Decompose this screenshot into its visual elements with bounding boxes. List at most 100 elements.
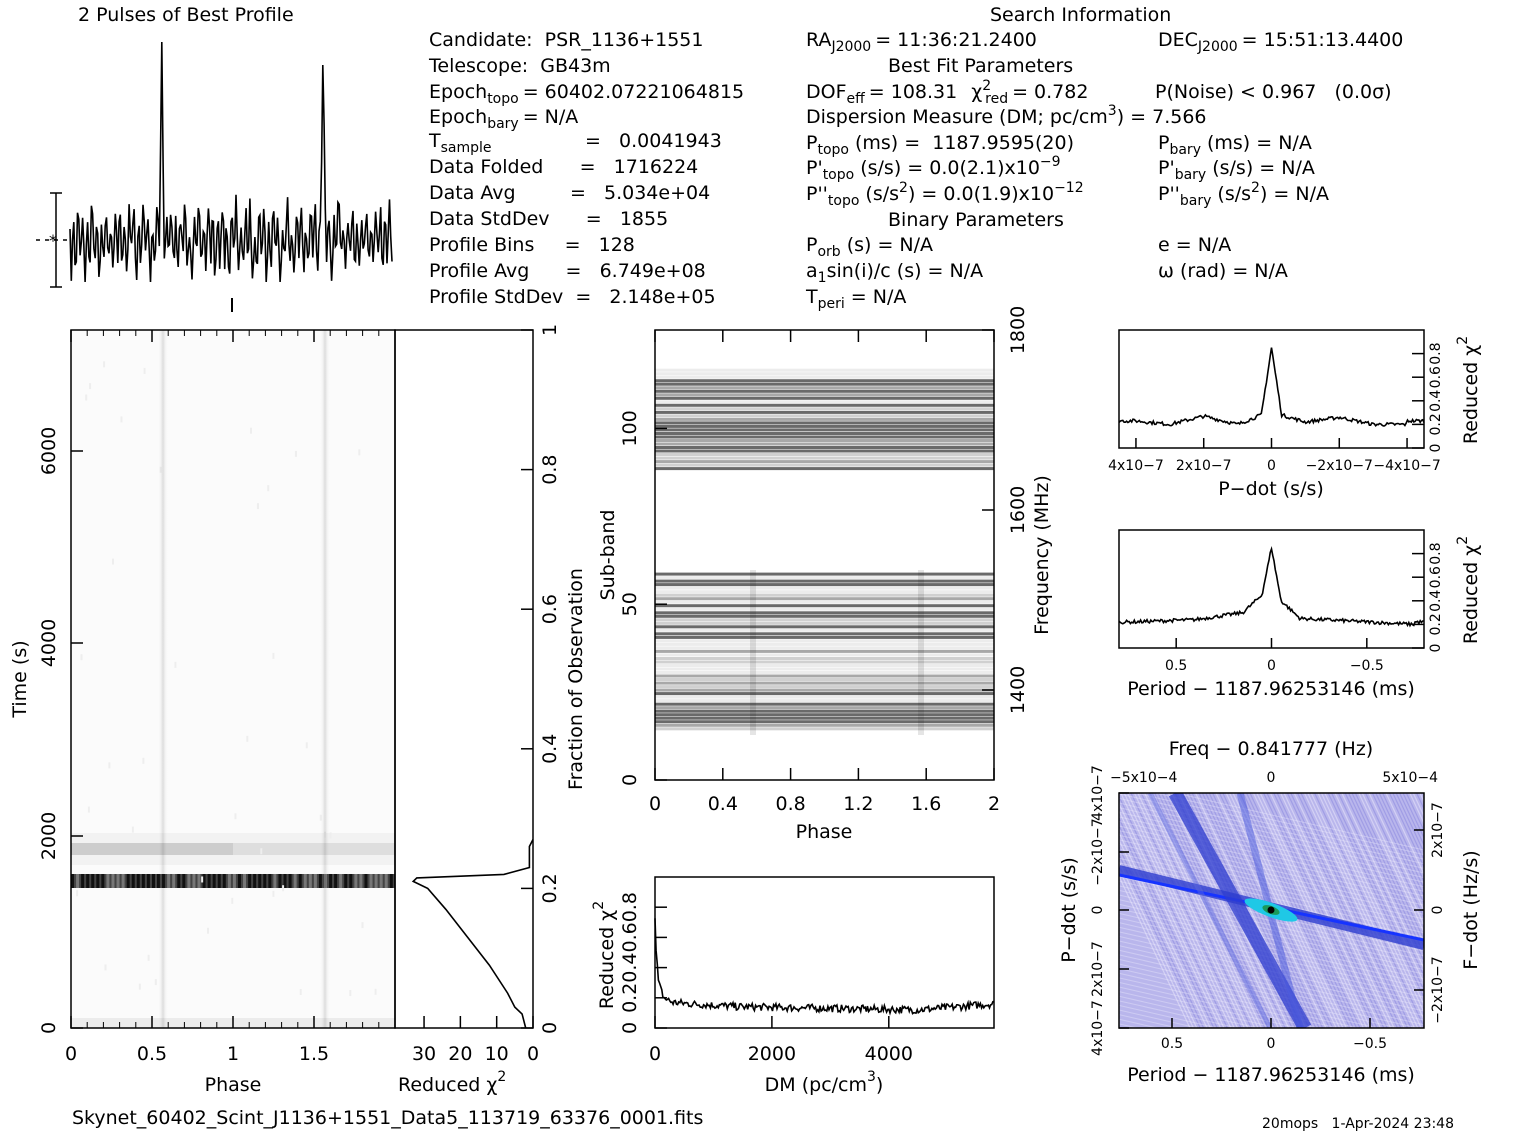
- time-phase-y-tick-label: 2000: [38, 812, 60, 860]
- frequency-tick-label: 1800: [1007, 306, 1029, 354]
- subband-x-tick-label: 0.4: [708, 793, 738, 815]
- pdot-y-tick-label: 0: [1428, 444, 1444, 453]
- ppdot-top-title: Freq − 0.841777 (Hz): [1169, 738, 1373, 760]
- ppdot-plane-plot: 0.5 0 −0.5 −5x10−4 0 5x10−4 4x10−7 2x10−7 0 −2x10…: [1058, 738, 1482, 1086]
- binary-title: Binary Parameters: [888, 209, 1064, 231]
- subband-ylabel: Sub-band: [597, 510, 619, 601]
- ppdot-y-tick-label: −2x10−7: [1090, 818, 1106, 885]
- pdot-topo-line: P'topo (s/s) = 0.0(2.1)x10−9: [806, 154, 1061, 183]
- dm-y-tick-label: 0.2: [619, 983, 641, 1013]
- porb-line: Porb (s) = N/A: [806, 234, 933, 260]
- pdot-y-tick-label: 0.6: [1428, 366, 1444, 388]
- epoch-topo-line: Epochtopo = 60402.07221064815: [429, 81, 744, 107]
- profile-stddev-line: Profile StdDev = 2.148e+05: [429, 286, 716, 308]
- profile-avg-line: Profile Avg = 6.749e+08: [429, 260, 706, 282]
- ppdot-x-tick-label: 0: [1267, 1036, 1276, 1052]
- time-phase-x-tick-label: 1: [227, 1043, 239, 1065]
- pdot-xlabel: P−dot (s/s): [1218, 478, 1324, 500]
- subband-x-tick-label: 0: [649, 793, 661, 815]
- time-phase-plot: 0 0.5 1 1.5 0 2000 4000 6000 Phase Time (s): [9, 329, 396, 1096]
- info-column-1: Candidate: PSR_1136+1551 Telescope: GB43…: [428, 29, 744, 308]
- pdot-x-tick-label: −2x10−7: [1306, 458, 1373, 474]
- time-phase-xlabel: Phase: [205, 1074, 262, 1096]
- ppdot-y-tick-label: 0: [1090, 906, 1106, 915]
- period-chi-plot: 0.5 0 −0.5 0 0.20.4 0.6 0.8 Period − 1187.9625…: [1118, 529, 1482, 700]
- pdot-x-tick-label: −4x10−7: [1373, 458, 1440, 474]
- footer-filename: Skynet_60402_Scint_J1136+1551_Data5_1137…: [72, 1107, 703, 1129]
- dm-chi-series-line: [654, 918, 995, 1016]
- ppdot-top-tick-label: 0: [1267, 770, 1276, 786]
- ppdot-ylabel: P−dot (s/s): [1058, 857, 1080, 963]
- dm-y-tick-label: 0: [619, 1022, 641, 1034]
- ppdot-top-tick-label: −5x10−4: [1110, 770, 1177, 786]
- time-phase-y-tick-label: 6000: [38, 427, 60, 475]
- subband-stripes: [655, 368, 994, 731]
- time-chi-y-tick-label: 0.6: [539, 594, 561, 624]
- period-y-tick-label: 0: [1428, 644, 1444, 653]
- profile-errorbar: *: [36, 192, 70, 288]
- data-folded-line: Data Folded = 1716224: [429, 156, 698, 178]
- period-chi-series-line: [1118, 546, 1424, 628]
- pdot-bary-line: P'bary (s/s) = N/A: [1158, 157, 1315, 183]
- footer-stamp: 20mops 1-Apr-2024 23:48: [1262, 1116, 1454, 1132]
- pdot-ylabel: Reduced χ2: [1455, 336, 1482, 444]
- subband-x-tick-label: 0.8: [775, 793, 805, 815]
- time-chi-xlabel: Reduced χ2: [398, 1069, 506, 1096]
- dm-x-tick-label: 0: [649, 1043, 661, 1065]
- telescope-line: Telescope: GB43m: [428, 55, 611, 77]
- dm-y-tick-label: 0.6: [619, 922, 641, 952]
- dm-xlabel: DM (pc/cm3): [765, 1069, 884, 1096]
- period-x-tick-label: −0.5: [1350, 658, 1384, 674]
- pdot-y-tick-label: 0.4: [1428, 390, 1444, 412]
- fdot-tick-label: −2x10−7: [1430, 956, 1446, 1023]
- pdot-chi-plot: 4x10−7 2x10−7 0 −2x10−7 −4x10−7 0 0.20.4 0.6 0.8…: [1108, 329, 1482, 500]
- subband-phase-plot: 0 0.4 0.8 1.2 1.6 2 0 50 100 1400 1600 1800 Phase S…: [597, 306, 1053, 843]
- dm-y-tick-label: 0.4: [619, 952, 641, 982]
- pddot-topo-line: P''topo (s/s2) = 0.0(1.9)x10−12: [806, 180, 1084, 209]
- ptopo-line: Ptopo (ms) = 1187.9595(20): [806, 132, 1074, 158]
- subband-y-tick-label: 100: [619, 410, 641, 446]
- time-chi-x-tick-label: 30: [412, 1043, 436, 1065]
- time-phase-x-tick-label: 1.5: [299, 1043, 329, 1065]
- dm-x-tick-label: 2000: [748, 1043, 796, 1065]
- time-chi-x-tick-label: 10: [485, 1043, 509, 1065]
- time-chi-y-tick-label: 0.8: [539, 454, 561, 484]
- pbary-line: Pbary (ms) = N/A: [1158, 132, 1312, 158]
- ppdot-top-tick-label: 5x10−4: [1382, 770, 1438, 786]
- subband-x-tick-label: 2: [988, 793, 1000, 815]
- time-phase-ylabel: Time (s): [9, 640, 31, 718]
- profile-title: 2 Pulses of Best Profile: [78, 4, 294, 26]
- search-title: Search Information: [990, 4, 1171, 26]
- subband-y-tick-label: 0: [619, 774, 641, 786]
- pddot-bary-line: P''bary (s/s2) = N/A: [1158, 180, 1329, 209]
- tsample-line: Tsample = 0.0041943: [428, 130, 722, 156]
- time-phase-y-tick-label: 0: [38, 1022, 60, 1034]
- ra-line: RAJ2000 = 11:36:21.2400: [806, 29, 1037, 55]
- time-chi-y-tick-label: 0.4: [539, 734, 561, 764]
- period-y-tick-label: 0.6: [1428, 566, 1444, 588]
- candidate-line: Candidate: PSR_1136+1551: [429, 29, 703, 51]
- subband-xlabel: Phase: [796, 821, 853, 843]
- dof-line: DOFeff = 108.31 χ2 red = 0.782: [806, 78, 1088, 107]
- profile-series-line: [69, 41, 393, 283]
- period-xlabel: Period − 1187.96253146 (ms): [1127, 678, 1415, 700]
- pdot-x-tick-label: 2x10−7: [1176, 458, 1232, 474]
- fdot-ylabel: F−dot (Hz/s): [1460, 850, 1482, 969]
- time-phase-x-tick-label: 0: [65, 1043, 77, 1065]
- epoch-bary-line: Epochbary = N/A: [429, 106, 578, 132]
- dm-line: Dispersion Measure (DM; pc/cm3) = 7.566: [806, 103, 1207, 128]
- ppdot-xlabel: Period − 1187.96253146 (ms): [1127, 1064, 1415, 1086]
- ppdot-y-tick-label: 4x10−7: [1090, 765, 1106, 821]
- fdot-tick-label: 2x10−7: [1430, 802, 1446, 858]
- dm-ylabel: Reduced χ2: [591, 901, 618, 1009]
- period-x-tick-label: 0.5: [1165, 658, 1187, 674]
- ppdot-y-tick-label: 4x10−7: [1090, 1000, 1106, 1056]
- data-avg-line: Data Avg = 5.034e+04: [429, 182, 710, 204]
- info-column-2: RAJ2000 = 11:36:21.2400 Best Fit Paramete…: [805, 29, 1392, 312]
- ppdot-x-tick-label: 0.5: [1161, 1036, 1183, 1052]
- time-chi-x-tick-label: 20: [448, 1043, 472, 1065]
- period-y-tick-label: 0.2: [1428, 613, 1444, 635]
- info-column-3: DECJ2000 = 15:51:13.4400 Pbary (ms) = N/A …: [1158, 29, 1403, 282]
- ecc-line: e = N/A: [1158, 234, 1231, 256]
